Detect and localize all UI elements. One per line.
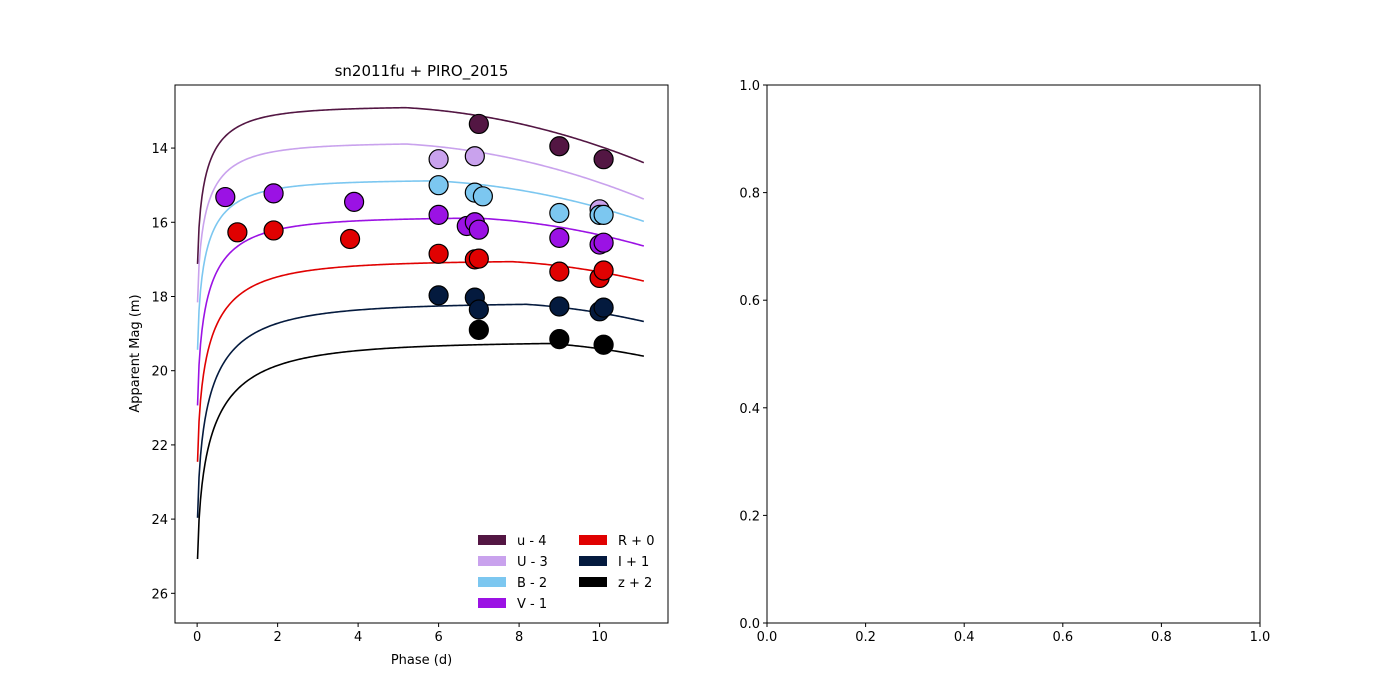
legend-label: z + 2 xyxy=(618,576,652,591)
data-point xyxy=(593,204,614,225)
legend-label: I + 1 xyxy=(618,555,649,570)
data-point xyxy=(593,232,614,253)
y-tick-label: 0.0 xyxy=(739,617,760,632)
data-point xyxy=(263,183,284,204)
model-curve-1 xyxy=(196,143,645,303)
x-tick-label: 1.0 xyxy=(1250,630,1271,645)
y-tick-label: 0.6 xyxy=(739,294,760,309)
data-point xyxy=(472,186,493,207)
legend-swatch xyxy=(478,556,506,566)
legend-label: R + 0 xyxy=(618,534,654,549)
legend-swatch xyxy=(579,556,607,566)
data-point xyxy=(468,319,489,340)
legend-swatch xyxy=(478,598,506,608)
left-axes-frame xyxy=(174,84,669,624)
x-tick-label: 0.8 xyxy=(1151,630,1172,645)
data-point xyxy=(593,334,614,355)
data-point xyxy=(227,222,248,243)
legend-label: B - 2 xyxy=(517,576,547,591)
y-tick-label: 24 xyxy=(151,513,168,528)
x-axis-label: Phase (d) xyxy=(391,653,452,668)
legend-label: V - 1 xyxy=(517,597,547,612)
data-point xyxy=(428,285,449,306)
data-point xyxy=(263,220,284,241)
y-tick-label: 14 xyxy=(151,142,168,157)
data-point xyxy=(549,202,570,224)
chart-title: sn2011fu + PIRO_2015 xyxy=(335,62,509,81)
model-curve-6 xyxy=(196,342,645,560)
data-point xyxy=(428,149,449,170)
data-point xyxy=(593,149,614,170)
x-tick-label: 4 xyxy=(354,630,362,645)
model-curve-4 xyxy=(196,260,645,462)
model-curve-3 xyxy=(196,217,645,406)
y-tick-label: 20 xyxy=(151,365,168,380)
x-tick-label: 6 xyxy=(434,630,442,645)
y-tick-label: 0.8 xyxy=(739,187,760,202)
legend-label: u - 4 xyxy=(517,534,546,549)
data-point xyxy=(468,113,489,135)
y-tick-label: 26 xyxy=(151,587,168,602)
data-point xyxy=(549,296,570,317)
data-point xyxy=(343,191,365,212)
y-tick-label: 0.4 xyxy=(739,402,760,417)
data-point xyxy=(468,248,489,269)
model-curve-0 xyxy=(196,106,645,264)
x-tick-label: 0.4 xyxy=(954,630,975,645)
legend-swatch xyxy=(478,577,506,587)
data-point xyxy=(593,260,614,281)
legend-label: U - 3 xyxy=(517,555,548,570)
legend-swatch xyxy=(478,535,506,545)
data-point xyxy=(593,297,614,318)
model-curve-2 xyxy=(196,180,645,350)
data-point xyxy=(549,261,570,282)
light-curve-panel: sn2011fu + PIRO_2015 Phase (d) Apparent … xyxy=(128,62,669,668)
x-tick-label: 0.6 xyxy=(1052,630,1073,645)
data-point xyxy=(215,186,236,208)
data-point xyxy=(464,146,485,167)
empty-panel: 0.0 0.2 0.4 0.6 0.8 1.0 0.0 0.2 0.4 0.6 0.8 1.0 xyxy=(739,79,1270,645)
data-points xyxy=(215,113,614,355)
data-point xyxy=(468,219,489,240)
legend-swatch xyxy=(579,535,607,545)
data-point xyxy=(339,228,361,250)
y-tick-label: 1.0 xyxy=(739,79,760,94)
data-point xyxy=(549,227,570,248)
right-axes-frame xyxy=(766,84,1261,624)
data-point xyxy=(468,299,489,320)
y-tick-label: 0.2 xyxy=(739,509,760,524)
legend: u - 4 U - 3 B - 2 V - 1 R + 0 I + 1 z + 2 xyxy=(478,534,654,612)
legend-swatch xyxy=(579,577,607,587)
data-point xyxy=(428,204,449,225)
data-point xyxy=(428,175,449,196)
model-curve-5 xyxy=(196,303,645,518)
x-tick-label: 0.2 xyxy=(855,630,876,645)
y-tick-label: 16 xyxy=(151,216,168,231)
y-tick-label: 18 xyxy=(151,290,168,305)
x-tick-label: 2 xyxy=(273,630,281,645)
y-tick-label: 22 xyxy=(151,439,168,454)
x-tick-label: 0.0 xyxy=(757,630,778,645)
model-curves xyxy=(196,106,645,560)
y-axis-label: Apparent Mag (m) xyxy=(128,294,143,412)
data-point xyxy=(549,136,570,157)
x-tick-label: 0 xyxy=(193,630,201,645)
right-axis-ticks: 0.0 0.2 0.4 0.6 0.8 1.0 0.0 0.2 0.4 0.6 0.8 1.0 xyxy=(739,79,1270,645)
x-tick-label: 10 xyxy=(591,630,608,645)
x-tick-label: 8 xyxy=(515,630,523,645)
data-point xyxy=(549,329,570,350)
plot-area xyxy=(196,106,645,560)
data-point xyxy=(428,243,449,264)
